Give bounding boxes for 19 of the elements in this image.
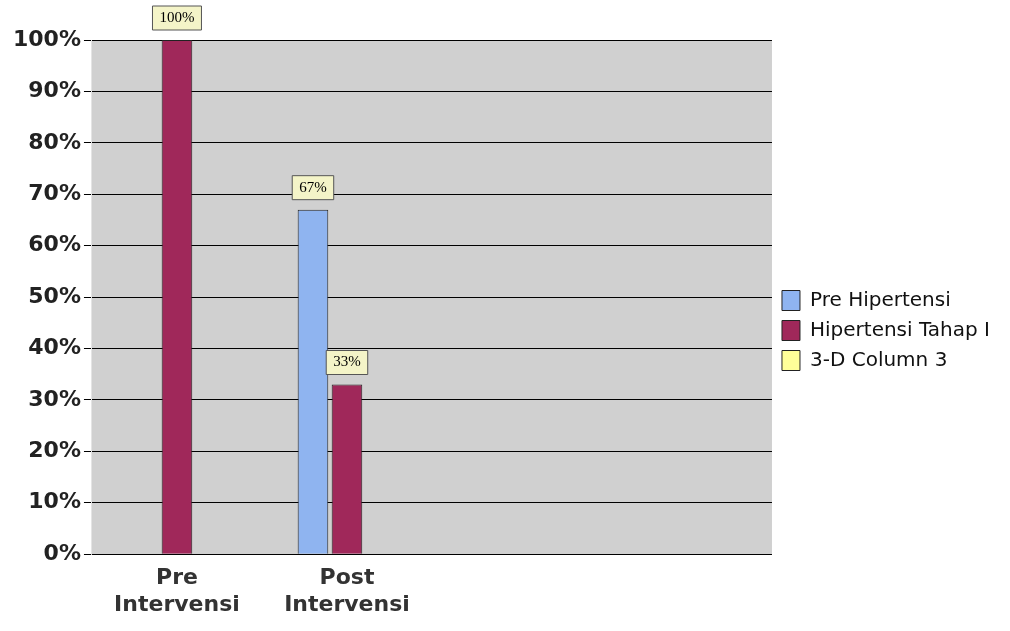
data-label: 33% xyxy=(333,353,361,370)
legend-label: 3-D Column 3 xyxy=(809,346,948,371)
y-tick-label: 10% xyxy=(28,488,81,514)
legend-label: Hipertensi Tahap I xyxy=(809,316,991,341)
x-tick-label: Pre Intervensi xyxy=(114,564,240,616)
y-tick-label: 100% xyxy=(13,25,81,51)
y-tick-label: 50% xyxy=(28,282,81,308)
data-label: 67% xyxy=(299,178,327,195)
y-tick-label: 80% xyxy=(28,128,81,154)
y-tick-label: 70% xyxy=(28,179,81,205)
y-tick-label: 0% xyxy=(43,539,81,565)
x-tick-label: Post Intervensi xyxy=(284,564,410,616)
data-label: 100% xyxy=(159,8,195,25)
y-tick-label: 20% xyxy=(28,437,81,463)
y-tick-label: 60% xyxy=(28,231,81,257)
y-tick-label: 30% xyxy=(28,385,81,411)
y-tick-label: 90% xyxy=(28,77,81,103)
y-tick-label: 40% xyxy=(28,334,81,360)
legend-label: Pre Hipertensi xyxy=(809,286,951,311)
